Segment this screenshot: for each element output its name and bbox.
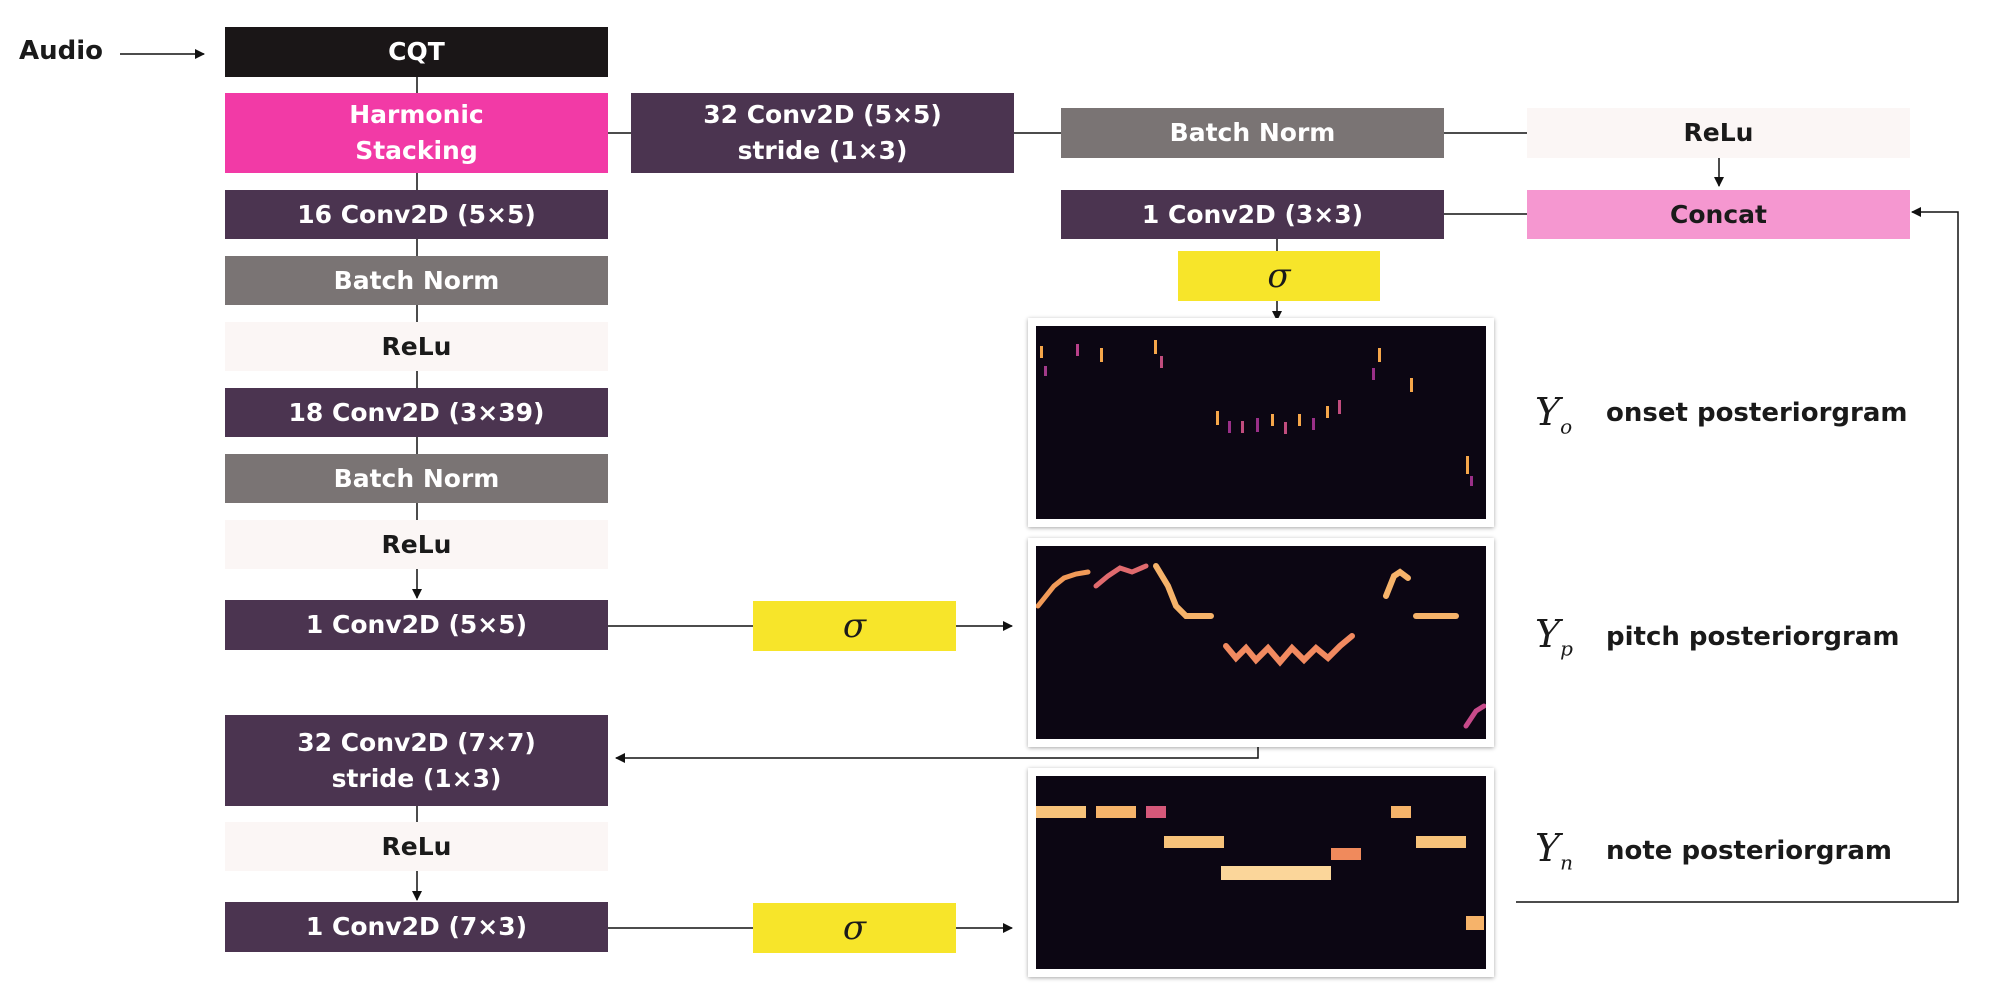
- relu-top-block: ReLu: [1527, 108, 1910, 158]
- pitch-symbol: Yp: [1535, 612, 1573, 661]
- cqt-block: CQT: [225, 27, 608, 77]
- harmonic-stacking-block: Harmonic Stacking: [225, 93, 608, 173]
- arrow-note-to-concat: [1516, 207, 1959, 903]
- onset-posteriorgram-image: [1028, 318, 1494, 527]
- pitch-label: pitch posteriorgram: [1606, 622, 1900, 652]
- conv1-3x3-block: 1 Conv2D (3×3): [1061, 190, 1444, 239]
- sigmoid-note-block: σ: [753, 903, 956, 953]
- conv1-7x3-block: 1 Conv2D (7×3): [225, 902, 608, 952]
- note-posteriorgram-image: [1028, 768, 1494, 977]
- audio-label: Audio: [19, 36, 104, 66]
- conv32-7x7-block: 32 Conv2D (7×7) stride (1×3): [225, 715, 608, 806]
- sigmoid-pitch-block: σ: [753, 601, 956, 651]
- onset-symbol: Yo: [1535, 390, 1573, 439]
- conv18-3x39-block: 18 Conv2D (3×39): [225, 388, 608, 437]
- conv16-5x5-block: 16 Conv2D (5×5): [225, 190, 608, 239]
- relu-1-block: ReLu: [225, 322, 608, 371]
- conv1-5x5-block: 1 Conv2D (5×5): [225, 600, 608, 650]
- pitch-posteriorgram-image: [1028, 538, 1494, 747]
- conv32-5x5-block: 32 Conv2D (5×5) stride (1×3): [631, 93, 1014, 173]
- batch-norm-top-block: Batch Norm: [1061, 108, 1444, 158]
- note-symbol: Yn: [1535, 826, 1573, 875]
- sigmoid-onset-block: σ: [1178, 251, 1380, 301]
- onset-label: onset posteriorgram: [1606, 398, 1908, 428]
- relu-3-block: ReLu: [225, 822, 608, 871]
- note-label: note posteriorgram: [1606, 836, 1892, 866]
- batch-norm-1-block: Batch Norm: [225, 256, 608, 305]
- relu-2-block: ReLu: [225, 520, 608, 569]
- concat-block: Concat: [1527, 190, 1910, 239]
- batch-norm-2-block: Batch Norm: [225, 454, 608, 503]
